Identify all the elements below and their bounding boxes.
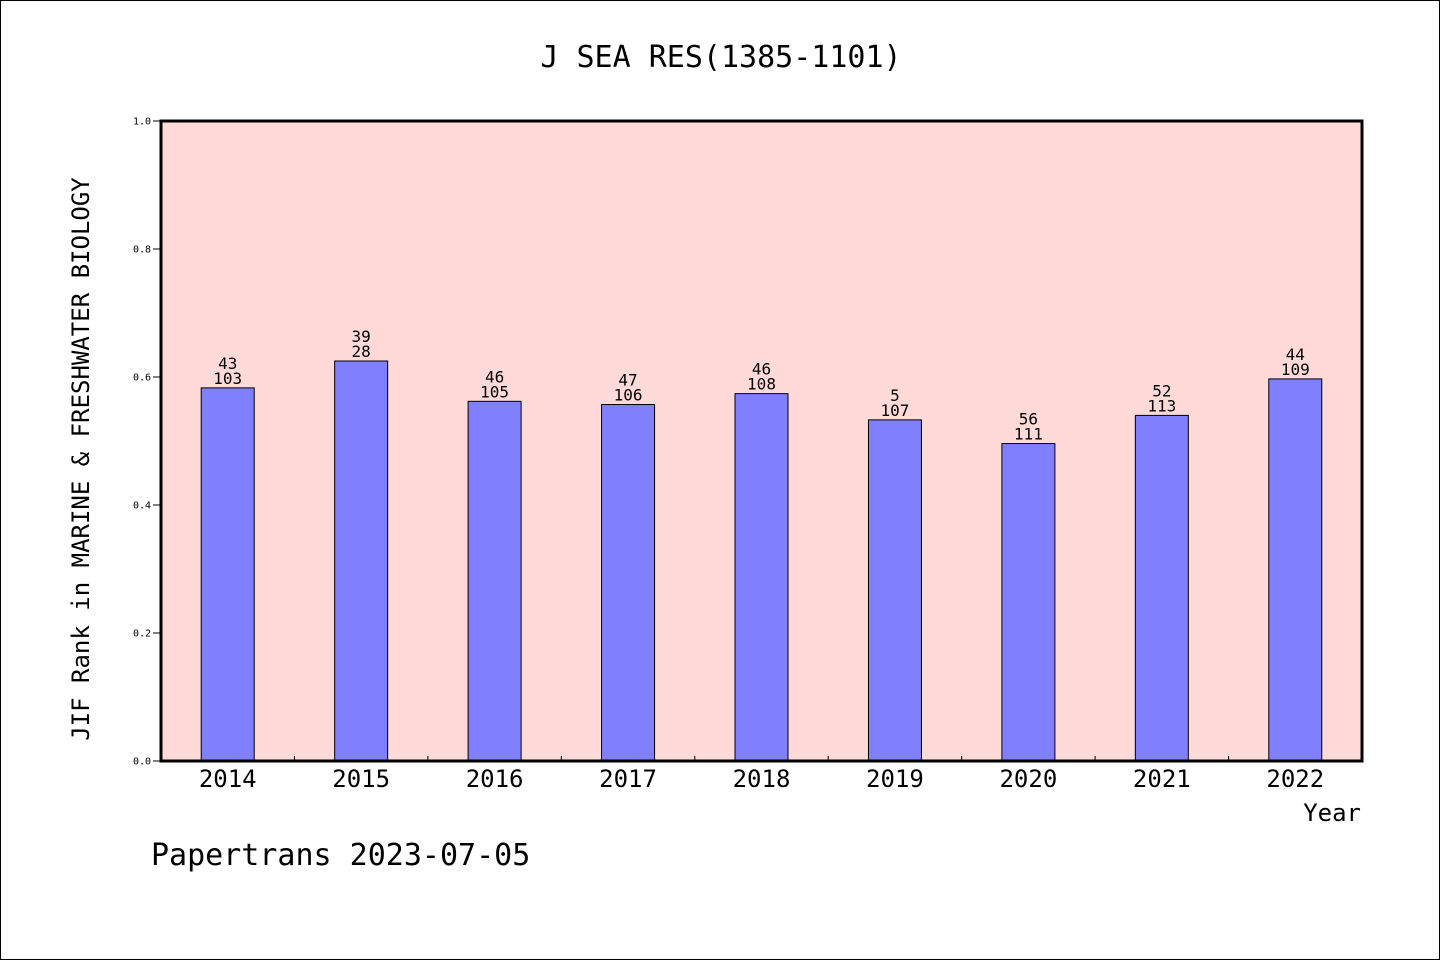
data-label-bottom: 108: [747, 375, 776, 394]
data-label-top: 56: [1019, 410, 1038, 429]
data-label-bottom: 105: [480, 382, 509, 401]
x-tick-label: 2017: [599, 765, 657, 793]
bar-2020: [1001, 443, 1056, 762]
data-label-bottom: 28: [352, 342, 371, 361]
data-label-top: 39: [352, 327, 371, 346]
x-tick-label: 2015: [332, 765, 390, 793]
data-label-top: 46: [485, 367, 504, 386]
data-label-top: 52: [1152, 381, 1171, 400]
x-tick-label: 2020: [999, 765, 1057, 793]
bar-2019: [867, 419, 922, 762]
x-tick-label: 2018: [733, 765, 791, 793]
y-tick-label: 0.4: [133, 501, 151, 512]
data-label-top: 46: [752, 360, 771, 379]
y-tick-label: 0.8: [133, 245, 151, 256]
x-tick-label: 2016: [466, 765, 524, 793]
data-label-bottom: 109: [1281, 360, 1310, 379]
y-tick-label: 1.0: [133, 117, 151, 128]
bar-2022: [1268, 378, 1323, 762]
plot-border: [159, 119, 1364, 763]
data-label-top: 5: [890, 386, 900, 405]
data-label-bottom: 111: [1014, 425, 1043, 444]
bar-2016: [467, 400, 522, 762]
data-label-top: 47: [618, 371, 637, 390]
y-axis-label: JIF Rank in MARINE & FRESHWATER BIOLOGY: [67, 177, 95, 741]
x-tick-label: 2014: [199, 765, 257, 793]
bar-2018: [734, 393, 789, 762]
bar-2014: [200, 387, 255, 762]
x-axis-label: Year: [1303, 799, 1361, 827]
y-tick-label: 0.2: [133, 629, 151, 640]
data-label-top: 44: [1286, 345, 1305, 364]
data-label-bottom: 107: [880, 401, 909, 420]
bar-2021: [1134, 414, 1189, 762]
y-tick-label: 0.0: [133, 757, 151, 768]
footer-stamp: Papertrans 2023-07-05: [151, 838, 530, 873]
data-label-bottom: 103: [213, 369, 242, 388]
bar-2017: [601, 404, 656, 762]
chart-title: J SEA RES(1385-1101): [540, 40, 901, 75]
data-label-bottom: 106: [614, 386, 643, 405]
x-tick-label: 2019: [866, 765, 924, 793]
y-tick-label: 0.6: [133, 373, 151, 384]
bar-2015: [334, 360, 389, 762]
data-label-bottom: 113: [1147, 396, 1176, 415]
data-label-top: 43: [218, 354, 237, 373]
x-tick-label: 2021: [1133, 765, 1191, 793]
plot-area: 0.00.20.40.60.81.04310320143928201546105…: [133, 117, 1364, 793]
x-tick-label: 2022: [1266, 765, 1324, 793]
